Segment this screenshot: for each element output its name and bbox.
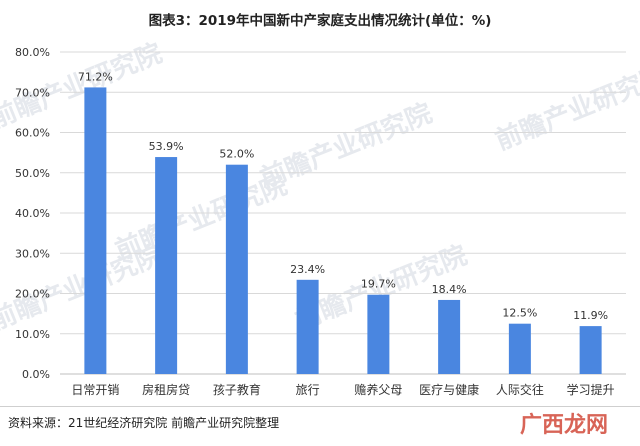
bar-value-label: 11.9%: [573, 309, 608, 322]
bar-value-label: 71.2%: [78, 70, 113, 83]
watermark-text: 前瞻产业研究院: [256, 98, 436, 195]
bar-value-label: 12.5%: [502, 307, 537, 320]
bar: [367, 294, 390, 374]
y-tick-label: 40.0%: [15, 207, 50, 220]
value-labels: 71.2% 53.9% 52.0% 23.4% 19.7% 18.4% 12.5% 11.9%: [78, 70, 608, 322]
bar: [508, 323, 531, 374]
axes: 0.0% 10.0% 20.0% 30.0% 40.0% 50.0% 60.0% 70.0% 8…: [15, 46, 626, 397]
y-tick-label: 50.0%: [15, 167, 50, 180]
y-tick-label: 80.0%: [15, 46, 50, 59]
bars: [84, 87, 602, 375]
bar: [155, 157, 178, 374]
y-tick-label: 70.0%: [15, 86, 50, 99]
bar: [225, 164, 248, 374]
x-category-label: 房租房贷: [142, 382, 190, 397]
source-note: 资料来源：21世纪经济研究院 前瞻产业研究院整理: [8, 416, 280, 430]
chart-title: 图表3：2019年中国新中产家庭支出情况统计(单位：%): [148, 13, 492, 29]
bar-value-label: 18.4%: [432, 283, 467, 296]
y-tick-label: 20.0%: [15, 288, 50, 301]
x-category-label: 学习提升: [567, 382, 615, 397]
gridlines: [60, 51, 626, 335]
bar-value-label: 52.0%: [219, 148, 254, 161]
bar-value-label: 19.7%: [361, 278, 396, 291]
watermark-brand-text: 广西龙网: [520, 412, 608, 438]
y-tick-label: 10.0%: [15, 328, 50, 341]
bar: [296, 279, 319, 374]
bar: [84, 87, 107, 375]
bar: [438, 299, 461, 374]
bar-value-label: 53.9%: [149, 140, 184, 153]
x-category-label: 医疗与健康: [419, 382, 479, 397]
y-tick-label: 30.0%: [15, 247, 50, 260]
x-category-label: 孩子教育: [213, 382, 261, 397]
bar-value-label: 23.4%: [290, 263, 325, 276]
x-category-label: 旅行: [296, 383, 320, 397]
x-category-label: 日常开销: [71, 383, 119, 397]
x-category-label: 人际交往: [496, 382, 544, 397]
bar: [579, 326, 602, 374]
y-tick-label: 0.0%: [22, 368, 50, 381]
footer-divider: [0, 406, 640, 407]
x-category-label: 赡养父母: [354, 382, 402, 397]
y-tick-label: 60.0%: [15, 127, 50, 140]
watermark-text: 前瞻产业研究院: [491, 60, 640, 157]
